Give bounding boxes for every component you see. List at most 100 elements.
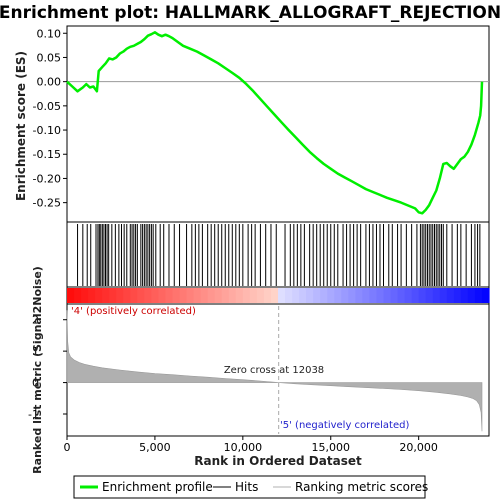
rank-color-segment [404,288,413,303]
rank-color-segment [474,288,483,303]
rank-color-segment [249,288,258,303]
rank-color-segment [144,288,152,303]
es-y-tick-label: -0.15 [33,148,61,161]
es-panel-frame [66,25,490,223]
rank-color-segment [200,288,209,303]
rank-color-segment [348,288,356,303]
rank-color-segment [446,288,455,303]
rank-color-segment [116,288,124,303]
rank-color-segment [341,288,349,303]
rank-color-segment [278,288,286,303]
x-tick-label: 20,000 [399,441,438,454]
x-axis-label: Rank in Ordered Dataset [194,454,362,468]
metric-y-tick-label: -1 [28,408,39,421]
positive-correlation-label: '4' (positively correlated) [71,306,196,317]
rank-color-segment [179,288,188,303]
rank-x-axis: 0 5,000 10,000 15,000 20,000 [64,436,438,454]
rank-color-segment [481,288,490,303]
rank-color-segment [411,288,420,303]
rank-color-segment [320,288,328,303]
es-y-tick-label: 0.10 [37,27,62,40]
rank-color-bar [67,288,490,303]
rank-color-segment [242,288,251,303]
hits-series [77,224,481,286]
rank-color-segment [383,288,392,303]
metric-y-tick-label: 2 [32,314,39,327]
x-tick-label: 15,000 [312,441,351,454]
rank-color-segment [390,288,399,303]
rank-color-segment [355,288,363,303]
rank-color-segment [137,288,145,303]
rank-color-segment [299,288,307,303]
metric-y-axis: 2 1 0 -1 [28,314,67,421]
metric-y-tick-label: 0 [32,377,39,390]
zero-cross-label: Zero cross at 12038 [224,365,324,376]
rank-color-segment [313,288,321,303]
rank-color-segment [221,288,230,303]
legend-item-profile: Enrichment profile [102,480,213,494]
rank-metric-panel-frame [66,303,490,437]
rank-color-segment [74,288,82,303]
rank-color-segment [460,288,469,303]
es-y-tick-label: -0.20 [33,172,61,185]
x-tick-label: 10,000 [224,441,263,454]
rank-color-segment [439,288,448,303]
es-y-tick-label: -0.05 [33,100,61,113]
rank-color-segment [88,288,96,303]
rank-color-segment [292,288,300,303]
negative-correlation-label: '5' (negatively correlated) [280,420,409,431]
rank-color-segment [235,288,244,303]
rank-color-segment [193,288,202,303]
x-tick-label: 5,000 [139,441,171,454]
es-y-tick-label: -0.25 [33,197,61,210]
rank-color-segment [270,288,279,303]
enrichment-profile-series [66,31,484,215]
enrichment-profile-line [66,31,484,215]
rank-color-segment [214,288,223,303]
legend-item-hits: Hits [235,480,258,494]
ranking-metric-area [66,310,483,432]
rank-color-segment [327,288,335,303]
rank-color-segment [467,288,476,303]
rank-color-segment [207,288,216,303]
x-tick-label: 0 [64,441,71,454]
rank-color-segment [397,288,406,303]
es-y-tick-label: -0.10 [33,124,61,137]
es-y-axis: 0.10 0.05 0.00 -0.05 -0.10 -0.15 -0.20 -0.25 [33,27,67,210]
rank-color-segment [453,288,462,303]
rank-color-segment [151,288,160,303]
legend-item-metric: Ranking metric scores [295,480,428,494]
rank-color-segment [369,288,378,303]
rank-color-segment [432,288,441,303]
rank-color-segment [263,288,272,303]
rank-color-segment [425,288,434,303]
rank-color-segment [130,288,138,303]
rank-color-segment [285,288,293,303]
rank-color-segment [123,288,131,303]
legend [73,475,426,499]
rank-color-segment [95,288,103,303]
rank-color-segment [376,288,385,303]
rank-color-segment [334,288,342,303]
rank-color-segment [165,288,174,303]
rank-color-segment [256,288,265,303]
metric-y-tick-label: 1 [32,345,39,358]
rank-color-segment [81,288,89,303]
rank-color-segment [228,288,237,303]
metric-y-axis-label: Ranked list metric (Signal2Noise) [31,266,44,474]
rank-color-segment [172,288,181,303]
rank-color-segment [186,288,195,303]
rank-color-segment [158,288,167,303]
es-y-tick-label: 0.05 [37,51,62,64]
rank-color-segment [418,288,427,303]
rank-color-segment [306,288,314,303]
ranking-metric-series [66,306,483,434]
es-y-tick-label: 0.00 [37,76,62,89]
rank-color-segment [109,288,117,303]
chart-title: Enrichment plot: HALLMARK_ALLOGRAFT_REJE… [0,3,500,23]
rank-color-segment [102,288,110,303]
rank-color-segment [362,288,371,303]
rank-color-segment [67,288,75,303]
